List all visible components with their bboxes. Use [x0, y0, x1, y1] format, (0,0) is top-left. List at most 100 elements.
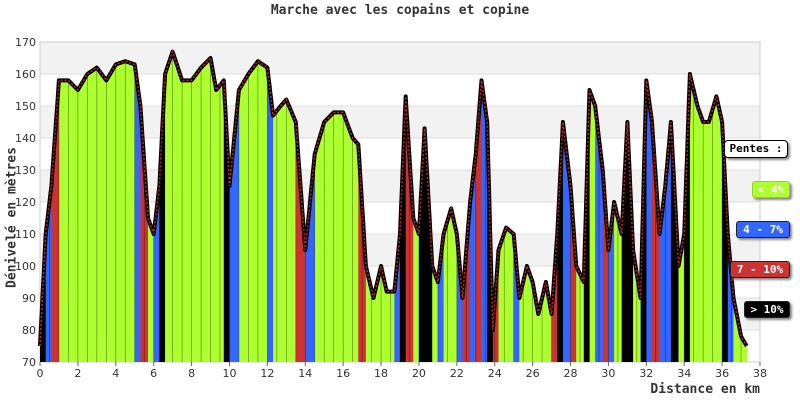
slope-bar — [629, 164, 631, 362]
slope-bar — [699, 111, 701, 362]
slope-bar — [585, 186, 588, 362]
slope-bar — [270, 91, 272, 362]
slope-bar — [202, 65, 204, 363]
slope-bar — [386, 291, 389, 362]
slope-bar — [631, 207, 633, 362]
slope-bar — [438, 266, 441, 362]
slope-bar — [318, 138, 320, 362]
slope-bar — [311, 173, 314, 362]
slope-bar — [101, 74, 103, 362]
slope-bar — [356, 142, 358, 362]
slope-bar — [395, 272, 397, 362]
slope-bar — [353, 139, 355, 362]
grid-band — [40, 42, 760, 74]
slope-bar — [72, 84, 74, 363]
slope-bar — [435, 274, 437, 362]
slope-bar — [81, 82, 84, 362]
slope-bar — [600, 154, 603, 362]
x-tick-label: 4 — [112, 367, 119, 380]
slope-bar — [56, 106, 58, 362]
slope-bar — [464, 262, 466, 362]
slope-bar — [742, 339, 745, 362]
slope-bar — [240, 85, 243, 362]
slope-bar — [283, 101, 285, 362]
slope-bar — [436, 276, 438, 362]
slope-bar — [602, 170, 605, 362]
slope-bar — [509, 230, 512, 362]
slope-bar — [327, 118, 329, 362]
slope-bar — [405, 96, 408, 363]
slope-bar — [460, 276, 462, 362]
slope-bar — [644, 116, 646, 363]
slope-bar — [410, 172, 412, 362]
slope-bar — [51, 172, 53, 362]
slope-bar — [364, 235, 366, 362]
slope-bar — [407, 126, 409, 362]
slope-bar — [476, 129, 479, 362]
slope-bar — [704, 122, 706, 362]
slope-bar — [296, 134, 299, 362]
slope-bar — [724, 178, 727, 362]
slope-bar — [263, 65, 265, 362]
slope-bar — [300, 186, 302, 362]
slope-bar — [556, 234, 558, 362]
slope-bar — [532, 282, 534, 362]
slope-bar — [176, 63, 178, 363]
slope-bar — [258, 61, 261, 363]
slope-bar — [243, 80, 246, 363]
slope-bar — [172, 51, 174, 362]
slope-bar — [260, 63, 263, 363]
slope-bar — [46, 218, 48, 362]
slope-bar — [231, 157, 233, 362]
slope-bar — [724, 159, 726, 362]
slope-bar — [175, 60, 177, 363]
slope-bar — [668, 143, 670, 362]
x-tick-label: 10 — [222, 367, 236, 380]
slope-bar — [68, 80, 70, 363]
slope-bar — [706, 122, 708, 362]
slope-bar — [507, 228, 509, 362]
slope-bar — [482, 87, 484, 362]
slope-bar — [643, 152, 645, 362]
slope-bar — [255, 63, 257, 362]
slope-bar — [545, 282, 548, 362]
slope-bar — [267, 67, 269, 362]
slope-bar — [160, 148, 162, 362]
slope-bar — [564, 138, 567, 362]
slope-bar — [393, 291, 395, 362]
slope-bar — [131, 63, 134, 362]
slope-bar — [384, 283, 387, 362]
slope-bar — [420, 181, 423, 362]
slope-bar — [498, 247, 500, 362]
slope-bar — [686, 154, 688, 362]
slope-bar — [734, 302, 736, 362]
slope-bar — [259, 62, 262, 362]
slope-bar — [211, 63, 213, 362]
slope-bar — [129, 62, 131, 362]
slope-bar — [685, 180, 687, 362]
slope-bar — [459, 266, 462, 362]
x-tick-label: 32 — [639, 367, 653, 380]
slope-bar — [477, 117, 480, 362]
slope-bar — [379, 270, 381, 362]
slope-bar — [401, 165, 404, 362]
slope-bar — [227, 150, 229, 362]
slope-bar — [348, 127, 351, 362]
slope-bar — [707, 122, 710, 362]
slope-bar — [480, 80, 482, 363]
slope-bar — [314, 150, 317, 362]
slope-bar — [333, 112, 336, 363]
slope-bar — [439, 258, 442, 362]
slope-bar — [657, 206, 660, 362]
slope-bar — [573, 226, 575, 362]
slope-bar — [117, 63, 120, 362]
slope-bar — [232, 147, 234, 362]
slope-bar — [723, 140, 725, 362]
slope-bar — [636, 274, 639, 362]
slope-bar — [253, 66, 255, 362]
slope-bar — [700, 114, 702, 362]
slope-bar — [500, 241, 502, 362]
slope-bar — [184, 80, 186, 363]
slope-bar — [538, 310, 540, 362]
slope-bar — [280, 104, 282, 362]
